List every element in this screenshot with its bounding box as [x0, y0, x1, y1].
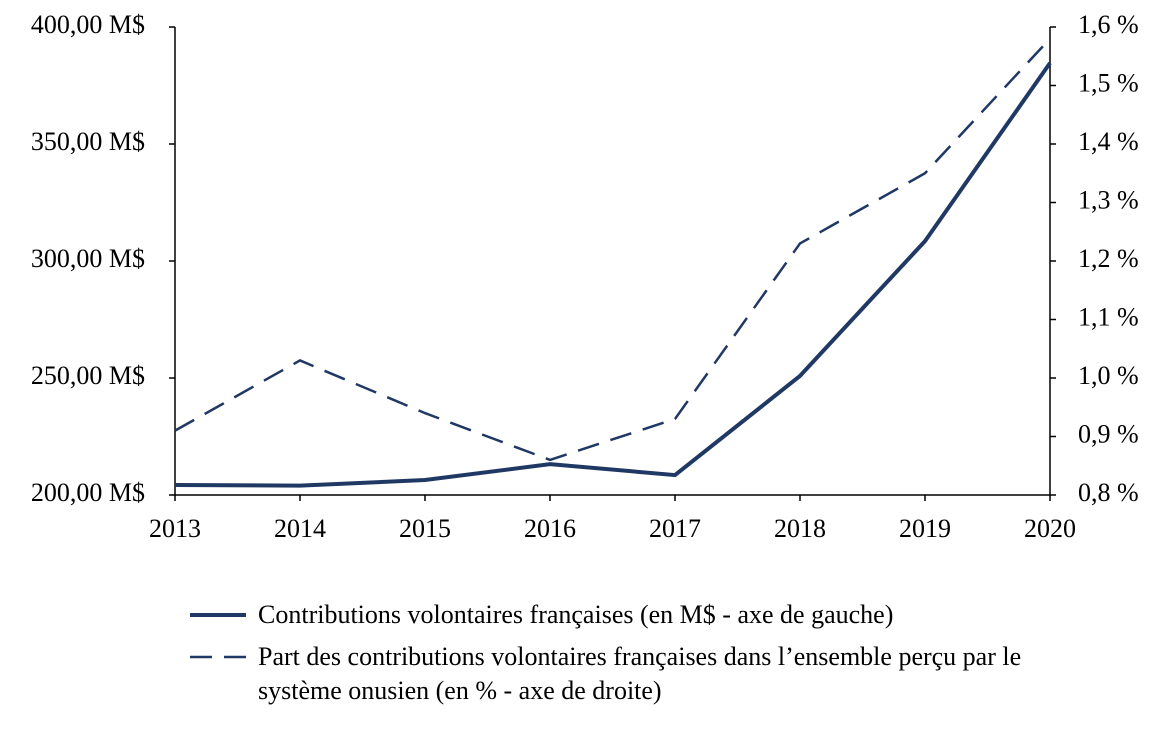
y-tick-label: 350,00 M$	[31, 127, 145, 156]
chart: 200,00 M$ 250,00 M$ 300,00 M$ 350,00 M$ 400,…	[31, 10, 1139, 543]
x-tick-label: 2017	[649, 514, 701, 543]
y-tick-label: 200,00 M$	[31, 478, 145, 507]
y2-tick-label: 1,1 %	[1078, 302, 1139, 331]
x-tick-label: 2019	[899, 514, 951, 543]
y2-tick-label: 1,6 %	[1078, 10, 1139, 39]
y-tick-label: 300,00 M$	[31, 244, 145, 273]
y2-tick-label: 1,5 %	[1078, 68, 1139, 97]
legend-entry: Part des contributions volontaires franç…	[190, 640, 1090, 708]
x-tick-label: 2020	[1024, 514, 1076, 543]
y2-tick-label: 1,3 %	[1078, 185, 1139, 214]
y2-tick-label: 1,2 %	[1078, 244, 1139, 273]
legend-swatch	[190, 655, 246, 659]
legend-label: Part des contributions volontaires franç…	[258, 642, 1022, 705]
x-tick-label: 2015	[399, 514, 451, 543]
x-tick-label: 2016	[524, 514, 576, 543]
legend-label: Contributions volontaires françaises (en…	[258, 600, 894, 629]
y2-tick-label: 0,9 %	[1078, 419, 1139, 448]
y2-tick-label: 1,4 %	[1078, 127, 1139, 156]
y-tick-label: 250,00 M$	[31, 361, 145, 390]
x-tick-label: 2013	[149, 514, 201, 543]
y2-tick-label: 0,8 %	[1078, 478, 1139, 507]
y2-tick-label: 1,0 %	[1078, 361, 1139, 390]
x-tick-label: 2018	[774, 514, 826, 543]
y-tick-label: 400,00 M$	[31, 10, 145, 39]
series-line	[174, 37, 1051, 462]
legend: Contributions volontaires françaises (en…	[190, 598, 1090, 716]
legend-entry: Contributions volontaires françaises (en…	[190, 598, 1090, 632]
legend-swatch	[190, 613, 246, 617]
series-line	[174, 61, 1052, 488]
x-tick-label: 2014	[274, 514, 326, 543]
